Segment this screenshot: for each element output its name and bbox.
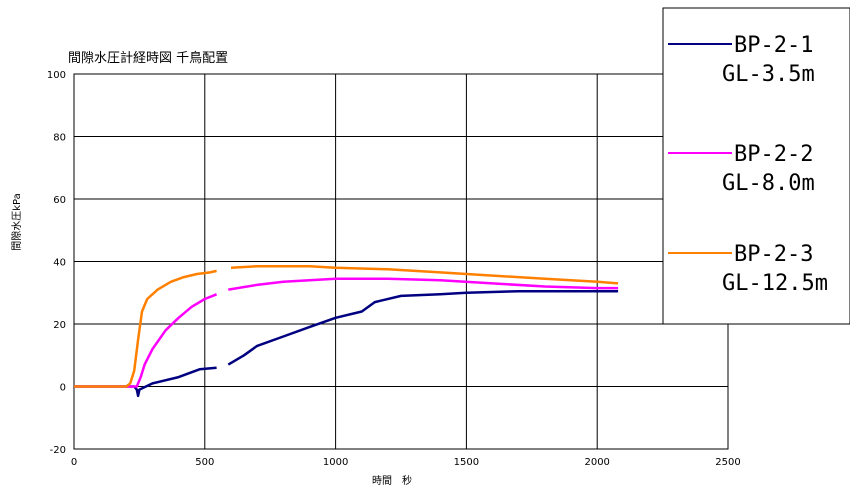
x-tick-label: 0 <box>71 457 77 468</box>
x-tick-label: 1000 <box>323 457 348 468</box>
series-line-bp-2-1 <box>227 289 619 366</box>
y-tick-labels: -20 0 20 40 60 80 100 <box>47 70 66 456</box>
legend-sublabel: GL-8.0m <box>722 171 815 196</box>
series-line-bp-2-2 <box>74 293 218 388</box>
y-tick-label: 0 <box>60 383 66 394</box>
x-tick-label: 500 <box>195 457 214 468</box>
y-tick-label: 80 <box>53 133 66 144</box>
y-tick-label: 100 <box>47 70 66 81</box>
y-tick-label: -20 <box>50 445 66 456</box>
x-tick-label: 2000 <box>584 457 609 468</box>
y-tick-label: 20 <box>53 320 66 331</box>
y-tick-label: 40 <box>53 258 66 269</box>
y-tick-label: 60 <box>53 195 66 206</box>
legend-label: BP-2-3 <box>734 242 813 267</box>
x-tick-label: 2500 <box>715 457 740 468</box>
series-line-bp-2-3 <box>74 269 217 388</box>
series-line-bp-2-3 <box>230 264 619 285</box>
chart-title: 間隙水圧計経時図 千鳥配置 <box>68 50 228 66</box>
legend-sublabel: GL-12.5m <box>722 271 828 296</box>
series-line-bp-2-1 <box>74 366 217 398</box>
grid <box>73 73 729 450</box>
legend-label: BP-2-2 <box>734 142 813 167</box>
legend-label: BP-2-1 <box>734 33 813 58</box>
legend-sublabel: GL-3.5m <box>722 62 815 87</box>
x-tick-label: 1500 <box>454 457 479 468</box>
legend: BP-2-1 GL-3.5m BP-2-2 GL-8.0m BP-2-3 GL-12.5m <box>662 7 850 325</box>
legend-box <box>662 7 850 325</box>
y-axis-label: 間隙水圧kPa <box>10 193 23 251</box>
series-lines <box>74 264 619 398</box>
series-line-bp-2-2 <box>228 277 619 291</box>
x-tick-labels: 0 500 1000 1500 2000 2500 <box>71 457 741 468</box>
x-axis-label: 時間 秒 <box>372 474 412 487</box>
